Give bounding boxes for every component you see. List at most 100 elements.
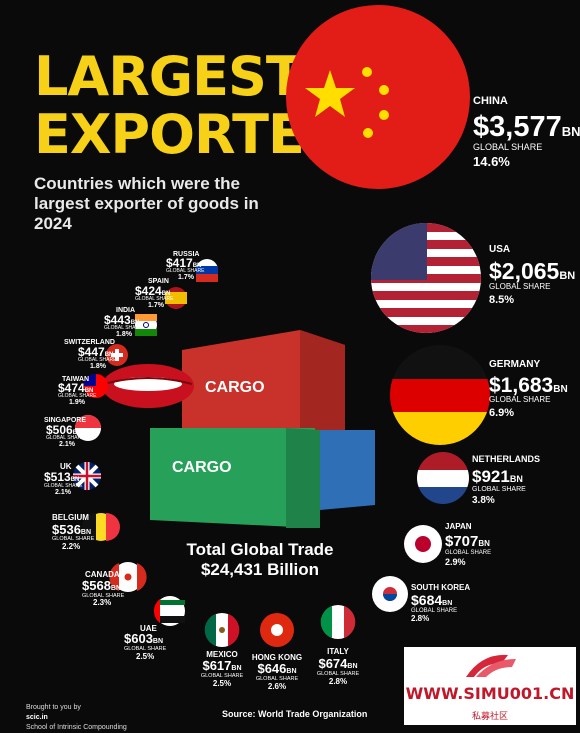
value-label: $2,065BN — [489, 258, 575, 284]
share-value: 2.9% — [445, 557, 466, 567]
flag-taiwan — [84, 374, 108, 398]
label-uae: UAE $603BN GLOBAL SHARE 2.5% — [124, 624, 167, 661]
flag-switzerland — [106, 344, 128, 366]
share-value: 2.5% — [136, 652, 154, 661]
label-usa: USA $2,065BN GLOBAL SHARE 8.5% — [489, 244, 575, 306]
value-unit: BN — [153, 638, 163, 645]
share-caption: GLOBAL SHARE — [201, 673, 244, 679]
share-value: 2.8% — [411, 614, 429, 623]
share-caption: GLOBAL SHARE — [104, 325, 143, 331]
country-label: RUSSIA — [173, 251, 199, 258]
share-caption: GLOBAL SHARE — [78, 357, 117, 363]
share-value: 2.1% — [59, 441, 76, 448]
share-value: 1.7% — [178, 274, 195, 281]
value-label: $536BN — [52, 522, 91, 537]
flag-uk — [73, 462, 101, 490]
value-unit: BN — [231, 665, 241, 672]
label-taiwan: TAIWAN $474BN GLOBAL SHARE 1.9% — [58, 376, 97, 406]
credit-brand: scic.in — [26, 714, 48, 721]
share-caption: GLOBAL SHARE — [489, 282, 551, 291]
value-amount: $674 — [318, 656, 348, 671]
flag-singapore — [75, 415, 101, 441]
country-label: CANADA — [85, 570, 120, 579]
label-india: INDIA $443BN GLOBAL SHARE 1.8% — [104, 307, 143, 338]
value-label: $707BN — [445, 533, 490, 550]
label-spain: SPAIN $424BN GLOBAL SHARE 1.7% — [135, 278, 174, 309]
country-label: NETHERLANDS — [472, 454, 540, 464]
value-unit: BN — [193, 263, 202, 269]
credit-school: School of Intrinsic Compounding — [26, 724, 127, 731]
watermark-logo-icon — [466, 654, 516, 677]
value-label: $474BN — [58, 381, 93, 395]
value-label: $417BN — [166, 256, 201, 270]
value-unit: BN — [286, 668, 296, 675]
label-italy: ITALY $674BN GLOBAL SHARE 2.8% — [317, 647, 360, 686]
label-mexico: MEXICO $617BN GLOBAL SHARE 2.5% — [201, 650, 244, 688]
country-label: SWITZERLAND — [64, 339, 115, 346]
share-caption: GLOBAL SHARE — [473, 142, 542, 152]
value-amount: $424 — [135, 284, 162, 298]
flag-italy — [320, 605, 356, 639]
country-label: USA — [489, 244, 510, 255]
value-label: $3,577BN — [473, 111, 580, 143]
value-amount: $707 — [445, 533, 478, 550]
title-line-1: LARGEST — [34, 45, 303, 108]
watermark-sub: 私募社区 — [471, 711, 508, 721]
flag-canada — [109, 562, 147, 592]
flag-belgium — [82, 513, 120, 541]
value-amount: $617 — [202, 658, 231, 673]
label-uk: UK $513BN GLOBAL SHARE 2.1% — [44, 462, 83, 496]
total-value: $24,431 Billion — [200, 560, 320, 579]
label-singapore: SINGAPORE $506BN GLOBAL SHARE 2.1% — [44, 417, 86, 448]
value-unit: BN — [131, 320, 140, 326]
country-label: MEXICO — [206, 650, 238, 659]
value-unit: BN — [85, 388, 94, 394]
share-caption: GLOBAL SHARE — [256, 676, 299, 682]
data-labels: CHINA $3,577BN GLOBAL SHARE 14.6% USA $2… — [44, 95, 580, 691]
lips-graphic — [102, 364, 194, 408]
share-caption: GLOBAL SHARE — [46, 435, 85, 441]
label-hong-kong: HONG KONG $646BN GLOBAL SHARE 2.6% — [252, 653, 302, 691]
share-value: 2.2% — [62, 542, 80, 551]
watermark: WWW.SIMU001.CN 私募社区 — [404, 647, 576, 725]
flag-germany — [390, 345, 490, 445]
value-amount: $506 — [46, 423, 73, 437]
share-caption: GLOBAL SHARE — [445, 550, 491, 556]
label-switzerland: SWITZERLAND $447BN GLOBAL SHARE 1.8% — [64, 339, 117, 370]
country-label: CHINA — [473, 95, 508, 107]
value-unit: BN — [71, 477, 80, 483]
country-label: SINGAPORE — [44, 417, 86, 424]
share-caption: GLOBAL SHARE — [166, 268, 205, 274]
flag-japan — [404, 525, 442, 563]
flag-hong-kong — [260, 613, 294, 647]
country-label: SPAIN — [148, 278, 169, 285]
value-amount: $568 — [82, 578, 111, 593]
share-caption: GLOBAL SHARE — [58, 393, 97, 399]
value-label: $921BN — [472, 467, 523, 486]
flag-south-korea — [372, 576, 408, 612]
flag-china — [286, 5, 470, 189]
country-label: SOUTH KOREA — [411, 583, 470, 592]
value-unit: BN — [347, 663, 357, 670]
country-label: GERMANY — [489, 359, 540, 370]
flag-usa — [371, 223, 481, 333]
share-caption: GLOBAL SHARE — [124, 646, 167, 652]
value-label: $513BN — [44, 470, 79, 484]
value-amount: $646 — [257, 661, 286, 676]
value-unit: BN — [478, 539, 490, 548]
share-value: 2.5% — [213, 679, 231, 688]
label-canada: CANADA $568BN GLOBAL SHARE 2.3% — [82, 570, 125, 607]
country-label: TAIWAN — [62, 376, 89, 383]
share-value: 1.9% — [69, 399, 86, 406]
share-value: 2.8% — [329, 677, 347, 686]
flag-spain — [165, 287, 187, 309]
value-amount: $1,683 — [489, 374, 553, 397]
value-label: $424BN — [135, 284, 170, 298]
share-value: 1.8% — [90, 363, 107, 370]
label-japan: JAPAN $707BN GLOBAL SHARE 2.9% — [445, 522, 491, 567]
share-value: 2.6% — [268, 682, 286, 691]
share-value: 2.3% — [93, 598, 111, 607]
share-caption: GLOBAL SHARE — [44, 483, 83, 489]
share-caption: GLOBAL SHARE — [317, 671, 360, 677]
value-amount: $443 — [104, 313, 131, 327]
